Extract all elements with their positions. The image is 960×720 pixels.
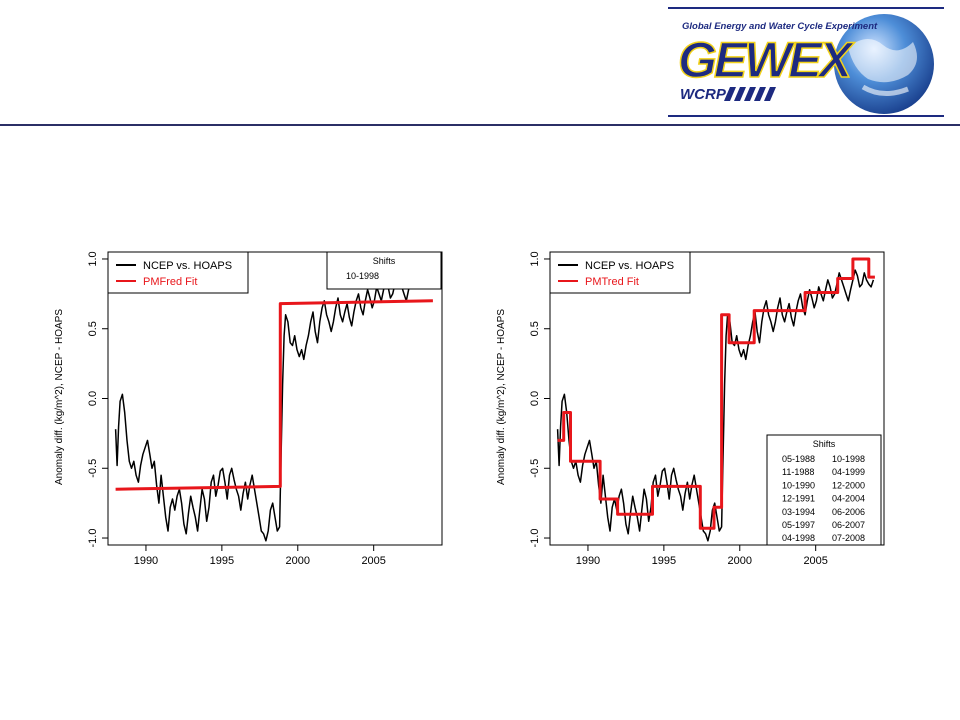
x-tick-label: 2005: [803, 555, 827, 567]
header-rule: [0, 124, 960, 126]
x-tick-label: 2000: [286, 555, 310, 567]
y-tick-label: -1.0: [529, 529, 541, 548]
chart-right: Anomaly diff. (kg/m^2), NCEP - HOAPS 199…: [496, 251, 885, 567]
shifts-box: Shifts 10-1998: [326, 251, 442, 290]
x-tick-label: 2005: [361, 555, 385, 567]
y-tick-label: -0.5: [87, 459, 99, 478]
logo-banner-text: Global Energy and Water Cycle Experiment: [682, 21, 878, 32]
y-tick-label: 0.0: [529, 391, 541, 406]
x-tick-label: 1990: [134, 555, 158, 567]
y-tick-label: 0.0: [87, 391, 99, 406]
legend-label-series-1: NCEP vs. HOAPS: [143, 260, 232, 272]
cloud-swirl-icon: [848, 38, 917, 83]
series-line-1: [114, 269, 433, 542]
shifts-entry: 10-1998: [346, 271, 379, 281]
shifts-entry: 06-2007: [832, 520, 865, 530]
shifts-entry: 05-1988: [782, 454, 815, 464]
shifts-entry: 04-1999: [832, 467, 865, 477]
x-tick-label: 2000: [728, 555, 752, 567]
shifts-box: Shifts 05-1988 10-1998 11-1988 04-1999 10-19…: [766, 434, 882, 546]
legend-label-series-1: NCEP vs. HOAPS: [585, 260, 674, 272]
y-axis-label: Anomaly diff. (kg/m^2), NCEP - HOAPS: [496, 309, 507, 485]
logo-sub: WCRP: [680, 86, 727, 103]
x-tick-label: 1995: [652, 555, 676, 567]
series-line-2: [115, 299, 433, 491]
legend-label-series-2: PMTred Fit: [585, 276, 639, 288]
shifts-entry: 07-2008: [832, 533, 865, 543]
shifts-entry: 06-2006: [832, 507, 865, 517]
y-tick-label: -1.0: [87, 529, 99, 548]
shifts-entry: 11-1988: [782, 467, 814, 477]
shifts-entry: 05-1997: [782, 520, 815, 530]
y-tick-label: 0.5: [87, 321, 99, 336]
x-tick-label: 1995: [210, 555, 234, 567]
shifts-entry: 12-1991: [782, 494, 815, 504]
shifts-entry: 12-2000: [832, 480, 865, 490]
series-line-2: [557, 257, 875, 530]
legend-label-series-2: PMFred Fit: [143, 276, 197, 288]
y-tick-label: 1.0: [529, 251, 541, 266]
shifts-entry: 03-1994: [782, 507, 815, 517]
y-axis-label: Anomaly diff. (kg/m^2), NCEP - HOAPS: [54, 309, 65, 485]
series-line-1: [556, 269, 875, 542]
shifts-title: Shifts: [813, 439, 836, 449]
y-tick-label: 1.0: [87, 251, 99, 266]
shifts-title: Shifts: [373, 256, 396, 266]
logo-word: GEWEX: [678, 32, 855, 88]
gewex-logo: Global Energy and Water Cycle Experiment…: [668, 7, 944, 117]
legend-box: NCEP vs. HOAPS PMTred Fit: [549, 251, 691, 294]
y-tick-label: -0.5: [529, 459, 541, 478]
shifts-entry: 04-1998: [782, 533, 815, 543]
legend-box: NCEP vs. HOAPS PMFred Fit: [107, 251, 249, 294]
logo-stripes-icon: [724, 87, 776, 101]
chart-left: Anomaly diff. (kg/m^2), NCEP - HOAPS 199…: [54, 251, 443, 567]
shifts-entry: 10-1990: [782, 480, 815, 490]
x-tick-label: 1990: [576, 555, 600, 567]
shifts-entry: 04-2004: [832, 494, 865, 504]
shifts-entry: 10-1998: [832, 454, 865, 464]
y-tick-label: 0.5: [529, 321, 541, 336]
